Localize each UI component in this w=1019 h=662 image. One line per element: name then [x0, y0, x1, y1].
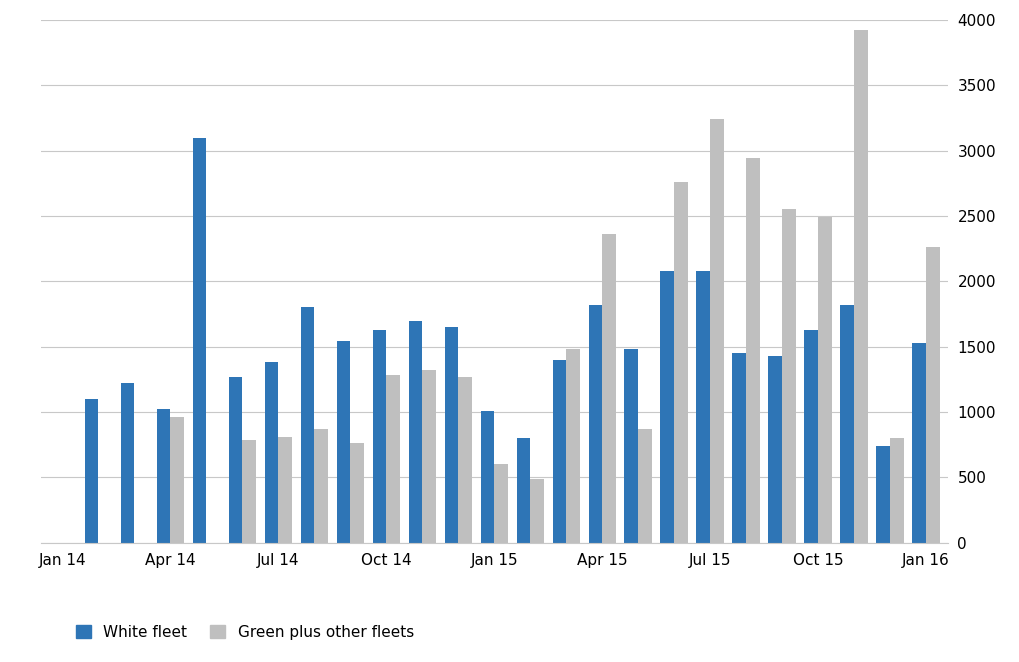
Bar — [85, 399, 99, 543]
Bar — [890, 438, 904, 543]
Bar — [625, 350, 638, 543]
Bar — [228, 377, 243, 543]
Bar — [459, 377, 472, 543]
Bar — [386, 375, 399, 543]
Bar — [710, 119, 723, 543]
Bar — [552, 360, 567, 543]
Bar — [193, 138, 206, 543]
Bar — [336, 342, 351, 543]
Bar — [157, 410, 170, 543]
Bar — [444, 327, 459, 543]
Bar — [494, 465, 507, 543]
Bar — [314, 429, 328, 543]
Legend: White fleet, Green plus other fleets: White fleet, Green plus other fleets — [75, 625, 414, 639]
Bar — [301, 307, 314, 543]
Bar — [351, 444, 364, 543]
Bar — [768, 356, 783, 543]
Bar — [373, 330, 386, 543]
Bar — [517, 438, 530, 543]
Bar — [120, 383, 135, 543]
Bar — [675, 182, 688, 543]
Bar — [409, 320, 422, 543]
Bar — [841, 305, 854, 543]
Bar — [422, 370, 436, 543]
Bar — [804, 330, 818, 543]
Bar — [696, 271, 710, 543]
Bar — [567, 350, 580, 543]
Bar — [278, 437, 292, 543]
Bar — [818, 217, 832, 543]
Bar — [912, 343, 926, 543]
Bar — [926, 248, 940, 543]
Bar — [589, 305, 602, 543]
Bar — [602, 234, 615, 543]
Bar — [660, 271, 675, 543]
Bar — [783, 209, 796, 543]
Bar — [733, 354, 746, 543]
Bar — [530, 479, 544, 543]
Bar — [876, 446, 890, 543]
Bar — [170, 417, 184, 543]
Bar — [265, 362, 278, 543]
Bar — [243, 440, 256, 543]
Bar — [481, 411, 494, 543]
Bar — [854, 30, 868, 543]
Bar — [638, 429, 652, 543]
Bar — [746, 158, 760, 543]
